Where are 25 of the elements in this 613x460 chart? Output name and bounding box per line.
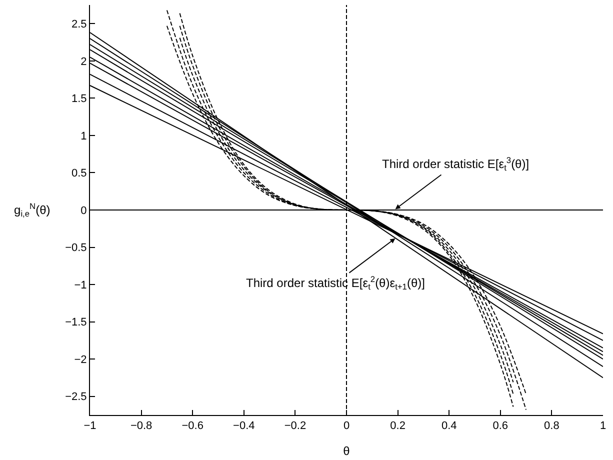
- x-tick-label: 0.4: [441, 420, 457, 432]
- y-tick-label: 0: [80, 204, 87, 217]
- annotation: Third order statistic E[ε$_{t}$$^{2}$(θ)ε$_{t+1}$(θ)]: [246, 274, 425, 292]
- y-tick-label: −1.5: [65, 316, 87, 329]
- x-tick-label: −0.6: [182, 420, 204, 432]
- y-tick-label: −2.5: [65, 391, 87, 404]
- x-tick-label: −0.2: [284, 420, 306, 432]
- y-tick-label: 1.5: [72, 93, 87, 106]
- x-tick-label: 0.6: [492, 420, 508, 432]
- y-tick-label: −1: [74, 279, 87, 292]
- annotation: Third order statistic E[ε$_{t}$$^{3}$(θ)]: [382, 155, 530, 173]
- x-tick-label: 0.8: [544, 420, 560, 432]
- x-tick-label: −0.8: [130, 420, 152, 432]
- x-tick-label: 1: [600, 420, 606, 432]
- y-tick-label: 1: [80, 130, 87, 142]
- x-tick-label: 0.2: [390, 420, 406, 432]
- x-axis-title: θ: [343, 444, 350, 458]
- y-tick-label: −2: [74, 354, 87, 366]
- y-tick-label: 0.5: [72, 168, 87, 180]
- x-tick-label: −0.4: [233, 420, 255, 432]
- x-tick-label: 0: [343, 420, 350, 432]
- y-axis-title: g$_{i,e}$$^{N}$(θ): [14, 201, 50, 219]
- y-tick-label: 2.5: [72, 18, 87, 30]
- y-tick-label: −0.5: [65, 242, 87, 254]
- y-tick-label: 2: [80, 56, 87, 68]
